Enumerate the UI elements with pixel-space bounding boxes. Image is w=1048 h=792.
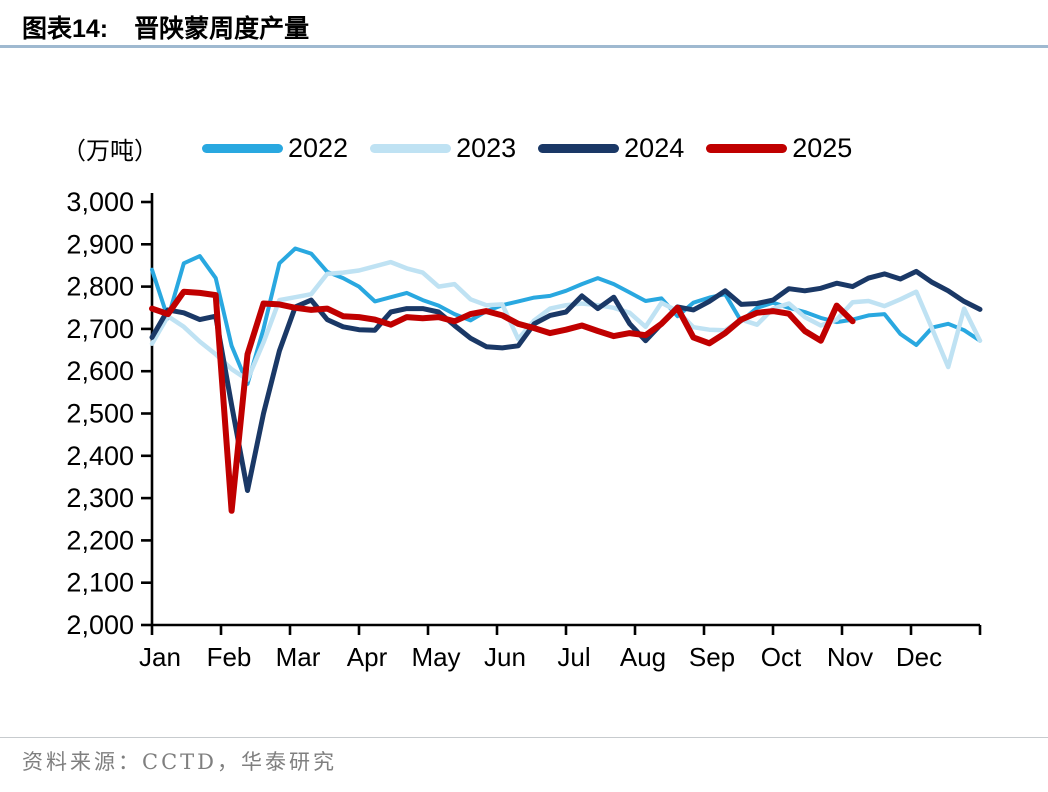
legend-label-2022: 2022 bbox=[288, 133, 349, 163]
y-tick-label: 3,000 bbox=[66, 187, 134, 217]
figure-title-text: 晋陕蒙周度产量 bbox=[134, 14, 310, 43]
legend-swatch-2023 bbox=[370, 144, 452, 153]
legend-swatch-2024 bbox=[538, 144, 620, 153]
x-month-label-Jun: Jun bbox=[484, 642, 526, 672]
x-month-label-Jul: Jul bbox=[557, 642, 590, 672]
x-month-label-Feb: Feb bbox=[207, 642, 252, 672]
chart-legend: （万吨） 2022 2023 2024 2025 bbox=[62, 131, 852, 166]
x-month-label-May: May bbox=[411, 642, 460, 672]
figure-title: 图表14: 晋陕蒙周度产量 bbox=[22, 9, 309, 45]
series-2024-line bbox=[149, 268, 983, 493]
legend-label-2024: 2024 bbox=[624, 133, 685, 163]
y-tick-label: 2,500 bbox=[66, 399, 134, 429]
y-tick-label: 2,700 bbox=[66, 314, 134, 344]
legend-item-2024: 2024 bbox=[538, 133, 684, 164]
x-month-label-Sep: Sep bbox=[689, 642, 735, 672]
y-tick-label: 2,900 bbox=[66, 229, 134, 259]
source-note: 资料来源：CCTD，华泰研究 bbox=[22, 750, 337, 774]
series-2022-line bbox=[150, 246, 982, 386]
footer-separator-line bbox=[0, 737, 1048, 738]
title-separator-line bbox=[0, 45, 1048, 48]
y-tick-label: 2,400 bbox=[66, 441, 134, 471]
legend-label-2025: 2025 bbox=[792, 133, 853, 163]
y-tick-label: 2,600 bbox=[66, 356, 134, 386]
series-2025-line bbox=[149, 288, 856, 514]
figure-number-label: 图表14: bbox=[22, 15, 109, 43]
legend-swatch-2022 bbox=[202, 144, 283, 153]
x-month-label-Jan: Jan bbox=[139, 642, 181, 672]
y-tick-label: 2,100 bbox=[66, 568, 134, 598]
legend-item-2025: 2025 bbox=[706, 133, 852, 164]
y-tick-label: 2,800 bbox=[66, 272, 134, 302]
legend-label-2023: 2023 bbox=[456, 133, 517, 163]
legend-item-2022: 2022 bbox=[202, 133, 348, 164]
x-month-label-Oct: Oct bbox=[761, 642, 802, 672]
y-tick-label: 2,000 bbox=[66, 610, 134, 640]
legend-item-2023: 2023 bbox=[370, 133, 516, 164]
x-month-label-Dec: Dec bbox=[896, 642, 942, 672]
x-month-label-Mar: Mar bbox=[276, 642, 321, 672]
y-axis-unit-label: （万吨） bbox=[62, 137, 158, 165]
x-month-label-Aug: Aug bbox=[620, 642, 666, 672]
x-month-label-Nov: Nov bbox=[827, 642, 873, 672]
y-tick-label: 2,300 bbox=[66, 483, 134, 513]
x-month-label-Apr: Apr bbox=[347, 642, 388, 672]
legend-swatch-2025 bbox=[706, 144, 788, 153]
y-tick-label: 2,200 bbox=[66, 525, 134, 555]
